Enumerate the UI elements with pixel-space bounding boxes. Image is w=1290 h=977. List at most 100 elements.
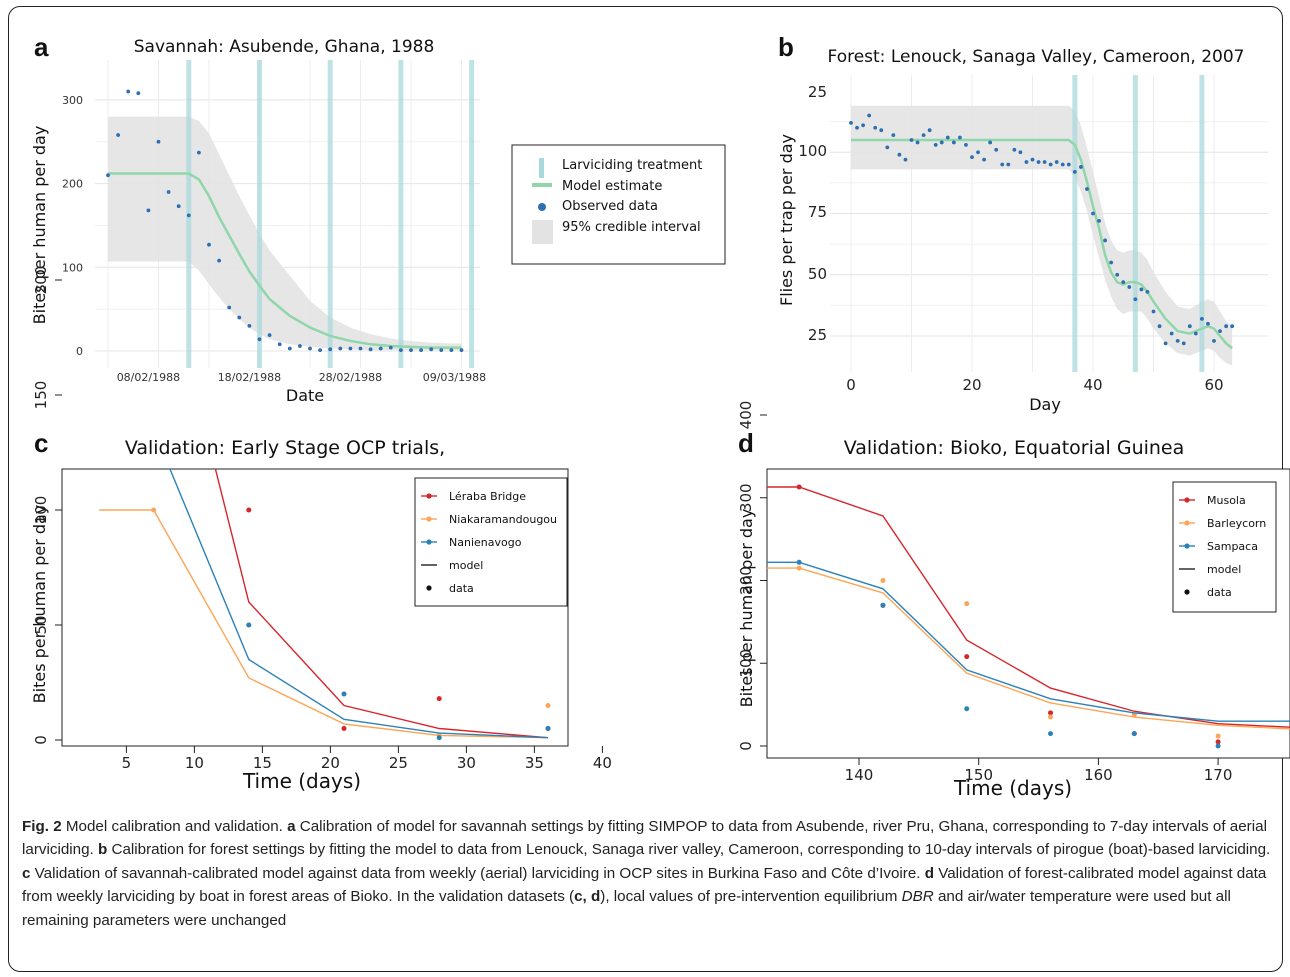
panel-b-observed-point xyxy=(1091,212,1095,216)
panel-c-data-point xyxy=(342,692,347,697)
panel-c-data-point xyxy=(151,508,156,513)
caption-c-text: Validation of savannah-calibrated model … xyxy=(30,865,924,882)
panel-b-observed-point xyxy=(885,145,889,149)
panel-c-xtick-label: 25 xyxy=(389,754,408,772)
panel-a-observed-point xyxy=(369,347,373,351)
panel-d-legend-label: Sampaca xyxy=(1207,540,1258,553)
panel-b-observed-point xyxy=(1073,170,1077,174)
panel-b-observed-point xyxy=(1025,160,1029,164)
panel-b-ytick-label: 25 xyxy=(808,83,827,101)
panel-d-legend: MusolaBarleycornSampacamodeldata xyxy=(1173,482,1276,612)
panel-b-observed-point xyxy=(1152,310,1156,314)
panel-a-treatment-bar xyxy=(469,60,474,368)
panel-d-ytick-label: 0 xyxy=(737,741,755,751)
panel-b-observed-point xyxy=(1006,163,1010,167)
panel-b-observed-point xyxy=(849,121,853,125)
panel-b-observed-point xyxy=(1158,324,1162,328)
panel-c-xtick-label: 40 xyxy=(593,754,612,772)
panel-a-observed-point xyxy=(106,173,110,177)
panel-a-observed-point xyxy=(207,243,211,247)
panel-d-data-point xyxy=(1216,744,1221,749)
panel-d-data-point xyxy=(1048,715,1053,720)
panel-d-ytick-label: 400 xyxy=(737,401,755,430)
panel-b-observed-point xyxy=(946,136,950,140)
panel-b-observed-point xyxy=(867,114,871,118)
caption-fig-label: Fig. 2 xyxy=(22,818,62,835)
panel-b-observed-point xyxy=(1055,160,1059,164)
panel-a-treatment-bar xyxy=(257,60,262,368)
panel-d-data-point xyxy=(797,484,802,489)
panel-a-xlabel: Date xyxy=(286,386,324,405)
panel-d-xtick-label: 140 xyxy=(845,766,874,784)
panel-b-observed-point xyxy=(904,158,908,162)
panel-a-observed-point xyxy=(278,342,282,346)
panel-b-observed-point xyxy=(1176,339,1180,343)
panel-d-data-point xyxy=(880,603,885,608)
panel-c-xlabel: Time (days) xyxy=(242,769,361,793)
legend-interval-swatch xyxy=(532,220,553,244)
panel-label-c: c xyxy=(34,428,48,458)
panel-a-observed-point xyxy=(126,90,130,94)
panel-a-observed-point xyxy=(349,347,353,351)
panel-b-observed-point xyxy=(891,133,895,137)
panel-b-observed-point xyxy=(916,141,920,145)
panel-b-observed-point xyxy=(873,126,877,130)
panel-a-observed-point xyxy=(248,324,252,328)
panel-a-treatment-bar xyxy=(328,60,333,368)
panel-b-observed-point xyxy=(1061,163,1065,167)
panel-a-observed-point xyxy=(460,348,464,352)
panel-b-ytick-label: 75 xyxy=(808,203,827,221)
panel-label-b: b xyxy=(778,32,794,62)
panel-label-a: a xyxy=(34,32,49,62)
panel-b-treatment-bar xyxy=(1072,75,1077,372)
panel-d-legend-dot xyxy=(1184,520,1189,525)
panel-b-observed-point xyxy=(1085,187,1089,191)
panel-b-observed-point xyxy=(1182,341,1186,345)
panel-d-data-point xyxy=(880,578,885,583)
panel-d-legend-dot xyxy=(1184,497,1189,502)
panel-a-observed-point xyxy=(359,347,363,351)
panel-c-legend-data-label: data xyxy=(449,582,474,595)
panel-b-observed-point xyxy=(952,141,956,145)
panel-b-observed-point xyxy=(1037,160,1041,164)
panel-a-ytick-label: 300 xyxy=(62,94,83,107)
caption-b-text: Calibration for forest settings by fitti… xyxy=(107,841,1270,858)
panel-b-xtick-label: 0 xyxy=(846,376,856,394)
panel-b-observed-point xyxy=(1230,324,1234,328)
panel-c-ytick-label: 200 xyxy=(32,266,50,295)
panel-c-legend-label: Nanienavogo xyxy=(449,536,522,549)
panel-c-data-point xyxy=(437,735,442,740)
panel-c-xtick-label: 35 xyxy=(525,754,544,772)
panel-c-ytick-label: 50 xyxy=(32,615,50,634)
panel-b-observed-point xyxy=(934,143,938,147)
panel-b-observed-point xyxy=(1224,324,1228,328)
panel-label-d: d xyxy=(738,428,754,458)
panel-a-ytick-label: 100 xyxy=(62,261,83,274)
panel-b-observed-point xyxy=(1146,290,1150,294)
panel-a-observed-point xyxy=(318,348,322,352)
panel-a-observed-point xyxy=(379,347,383,351)
panel-c-legend-model-label: model xyxy=(449,559,483,572)
panel-b-observed-point xyxy=(1200,317,1204,321)
panel-c-data-point xyxy=(546,703,551,708)
panel-b-observed-point xyxy=(1127,285,1131,289)
panel-a-observed-point xyxy=(389,346,393,350)
panel-b-observed-point xyxy=(976,150,980,154)
panel-d-data-point xyxy=(1216,734,1221,739)
panel-b-observed-point xyxy=(1079,165,1083,169)
caption-a-label: a xyxy=(287,818,295,835)
panel-a-observed-point xyxy=(147,208,151,212)
panel-a-observed-point xyxy=(258,337,262,341)
panel-c-legend-label: Niakaramandougou xyxy=(449,513,557,526)
panel-b-observed-point xyxy=(1164,341,1168,345)
panel-b-observed-point xyxy=(982,158,986,162)
panel-c-xtick-label: 10 xyxy=(185,754,204,772)
panel-b-observed-point xyxy=(928,128,932,132)
panel-c-data-point xyxy=(342,726,347,731)
panel-d-data-point xyxy=(964,654,969,659)
panel-c-data-point xyxy=(246,623,251,628)
panel-b-observed-point xyxy=(964,143,968,147)
panel-c-ytick-label: 0 xyxy=(32,735,50,745)
panel-a-observed-point xyxy=(308,347,312,351)
panel-a-xtick-label: 18/02/1988 xyxy=(218,371,281,384)
